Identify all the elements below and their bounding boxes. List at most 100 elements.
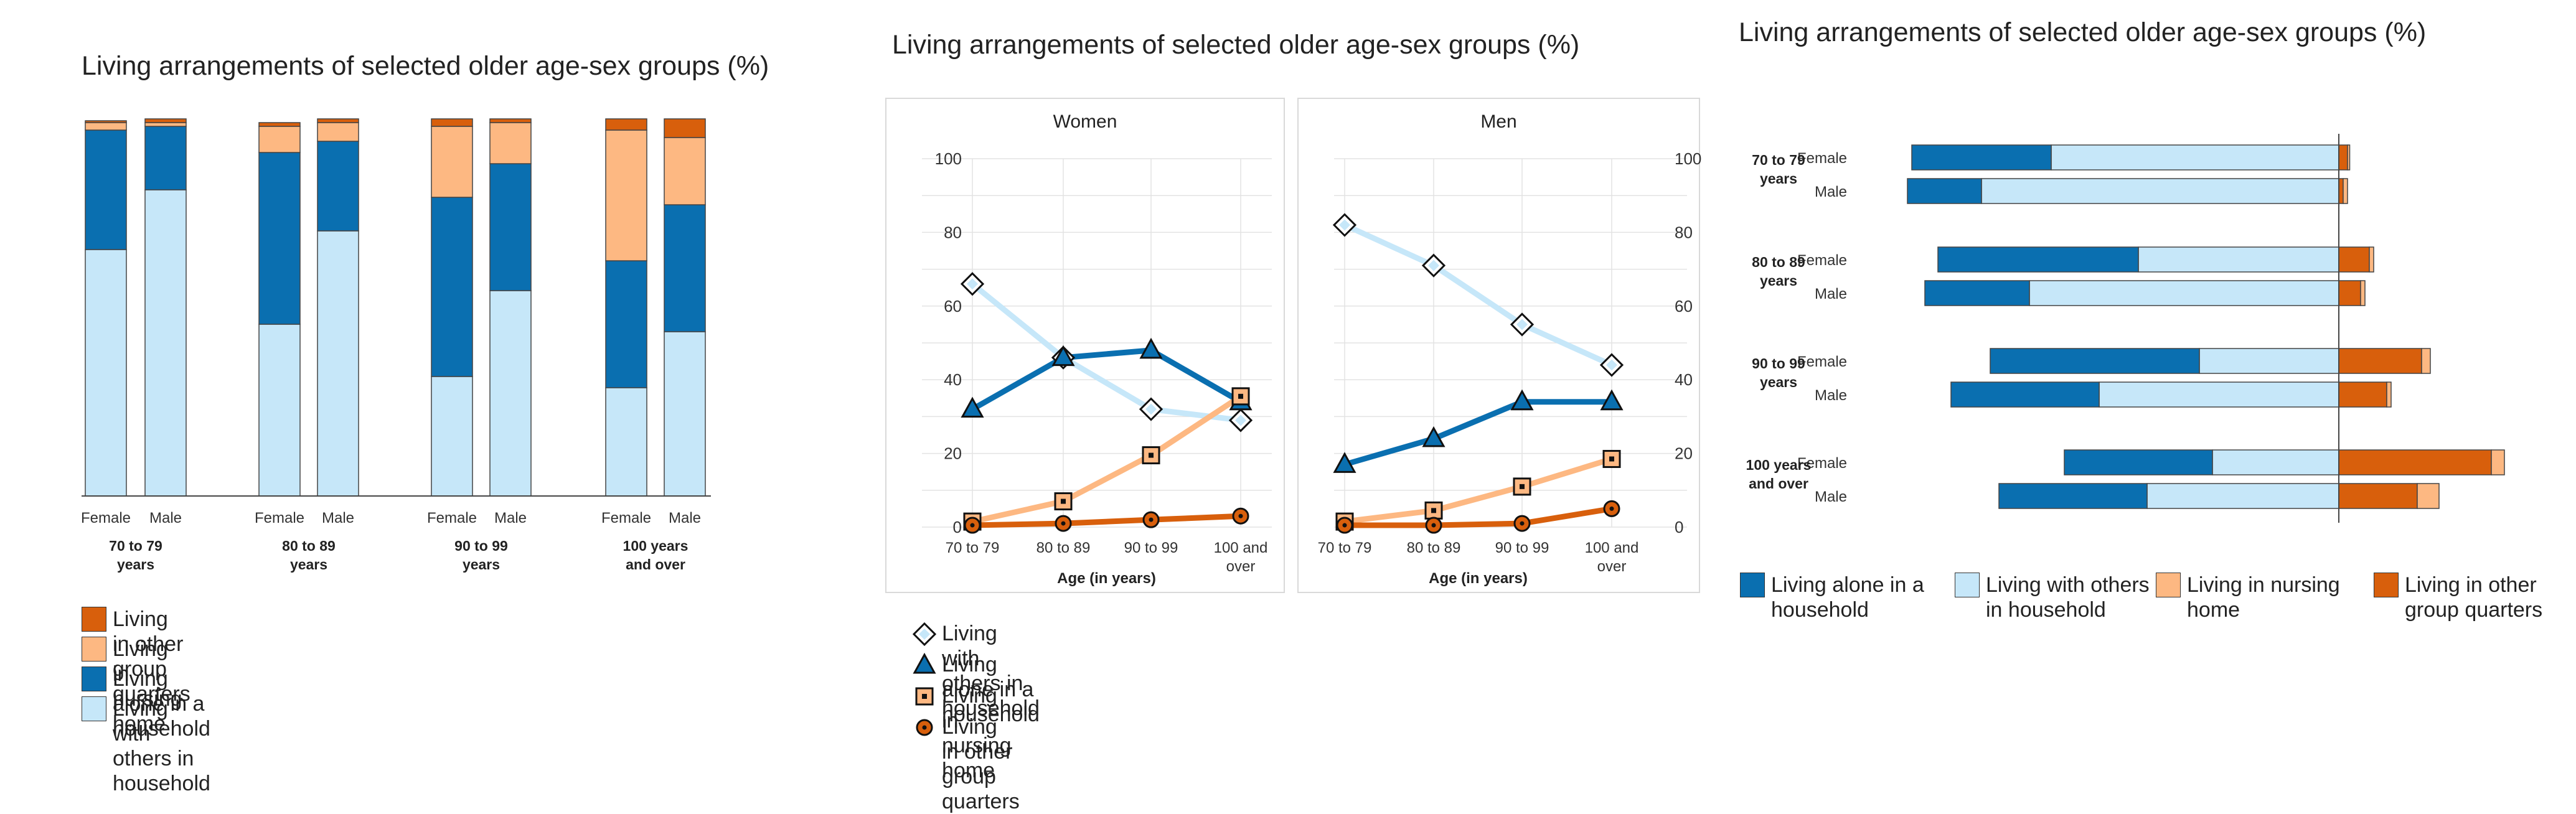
bar-segment	[1907, 178, 1982, 204]
group-label: years	[1760, 273, 1797, 289]
bar-segment	[2212, 449, 2339, 475]
triangle-marker	[1139, 337, 1163, 359]
bar-segment	[2146, 483, 2339, 509]
triangle-marker	[1333, 452, 1356, 473]
bar-segment	[489, 290, 532, 497]
y-tick-label: 0	[953, 518, 962, 536]
series-line	[1342, 399, 1615, 467]
bar-segment	[1911, 144, 2052, 171]
bar-segment	[2338, 381, 2387, 408]
sex-label: Male	[494, 510, 527, 526]
y-tick-label: 60	[944, 297, 962, 316]
bar-segment	[2099, 381, 2339, 408]
legend-swatch	[2156, 573, 2181, 597]
diamond-marker-inner	[1516, 319, 1528, 330]
bar-segment	[2491, 449, 2505, 475]
bar-segment	[2029, 280, 2339, 306]
bar-segment	[2343, 178, 2348, 204]
bar-segment	[605, 387, 647, 497]
bar-segment	[2338, 483, 2418, 509]
sex-label: Male	[1815, 387, 1847, 404]
sex-label: Female	[601, 510, 651, 526]
sex-label: Female	[1797, 353, 1847, 370]
sex-label: Male	[1815, 286, 1847, 302]
legend-item: Living in nursing home	[82, 637, 182, 736]
triangle-icon	[913, 652, 936, 674]
square-icon	[915, 687, 934, 706]
group-label: years	[463, 556, 500, 573]
y-tick-label: 20	[1675, 444, 1693, 463]
bar-segment	[85, 122, 127, 131]
bar-segment	[2369, 246, 2374, 273]
bar-segment	[2417, 483, 2440, 509]
diverging-bar-panel: Living arrangements of selected older ag…	[1718, 0, 2576, 784]
bar-segment	[258, 126, 301, 153]
legend-swatch	[2374, 573, 2399, 597]
diamond-marker-inner	[1339, 219, 1350, 231]
sex-label: Male	[149, 510, 182, 526]
bar-segment	[431, 376, 473, 497]
circle-marker-dot	[1609, 506, 1614, 511]
bar-segment	[1981, 178, 2339, 204]
bar-segment	[2386, 381, 2392, 408]
bar-segment	[85, 249, 127, 497]
series-line	[969, 281, 1244, 423]
x-tick-label: over	[1226, 558, 1256, 575]
bar-segment	[2338, 178, 2344, 204]
group-label: years	[290, 556, 327, 573]
square-marker-dot	[1431, 508, 1436, 513]
diamond-marker-inner	[1145, 403, 1157, 415]
series-line	[1342, 222, 1615, 368]
square-marker-dot	[922, 694, 927, 699]
circle-icon	[916, 719, 933, 736]
group-label: 80 to 89	[282, 538, 336, 554]
diamond-marker-inner	[919, 629, 930, 640]
square-marker	[1602, 449, 1621, 468]
bar-segment	[2051, 144, 2339, 171]
bar-segment	[605, 260, 647, 388]
legend-item: Living alone in a household	[1740, 573, 1945, 622]
y-tick-label: 100	[935, 149, 962, 168]
legend-label: Living with others in household	[1986, 573, 2150, 622]
bar-segment	[1924, 280, 2030, 306]
legend-swatch	[1740, 573, 1765, 597]
circle-marker-dot	[1520, 521, 1525, 526]
diamond-marker-inner	[1606, 359, 1617, 371]
group-label: years	[1760, 171, 1797, 187]
legend-label: Living alone in a household	[1771, 573, 1924, 622]
square-marker-dot	[1609, 456, 1614, 462]
triangle-marker	[1600, 389, 1624, 411]
x-tick-label: over	[1597, 558, 1627, 575]
bar-segment	[2338, 280, 2361, 306]
legend-item: Living with others in household	[1955, 573, 2160, 622]
y-tick-label: 80	[1675, 223, 1693, 241]
bar-segment	[317, 141, 359, 232]
legend-item: Living in nursing home	[912, 683, 1012, 783]
diamond-marker-inner	[967, 278, 978, 290]
sex-label: Male	[1815, 184, 1847, 200]
group-label: 70 to 79	[109, 538, 162, 554]
sex-label: Female	[1797, 252, 1847, 269]
triangle-marker	[1510, 389, 1534, 411]
bar-segment	[85, 120, 127, 123]
bar-segment	[605, 129, 647, 261]
triangle-marker	[1422, 426, 1445, 447]
diamond-marker-inner	[1428, 260, 1439, 271]
bar-segment	[2199, 348, 2339, 374]
facet-women: Women 0 20 40 60 80 100 70 to 79 80 to 89 90 to 9…	[885, 98, 1285, 593]
legend-label: Living in nursing home	[942, 684, 1012, 782]
facet-men: Men 0 20 40 60 80 100 70 to 79 80 to 89 90 to 99 1…	[1297, 98, 1701, 593]
sex-label: Male	[669, 510, 701, 526]
facet-title: Men	[1480, 111, 1516, 132]
legend-item: Living with others in household	[912, 621, 1040, 721]
group-label: 80 to 89	[1752, 254, 1805, 270]
circle-marker-dot	[1061, 521, 1066, 526]
bar-segment	[431, 197, 473, 377]
bar-segment	[489, 163, 532, 291]
x-tick-label: 100 and	[1214, 540, 1268, 556]
bar-segment	[317, 118, 359, 123]
diamond-icon	[912, 622, 937, 646]
legend-label: Living with others in household	[942, 622, 1040, 720]
bar-segment	[664, 118, 706, 138]
sex-label: Male	[1815, 489, 1847, 505]
